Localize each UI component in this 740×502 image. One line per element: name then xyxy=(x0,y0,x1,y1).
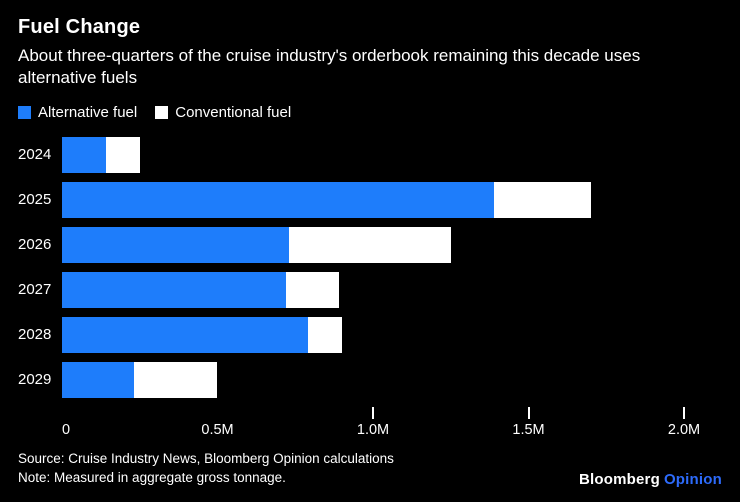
brand-suffix: Opinion xyxy=(663,471,722,488)
conventional-fuel-bar-segment xyxy=(133,361,218,398)
alternative-fuel-swatch-icon xyxy=(18,105,31,119)
legend-item-conventional-fuel: Conventional fuel xyxy=(155,104,291,121)
axis-tick-mark xyxy=(683,406,685,419)
conventional-fuel-bar-segment xyxy=(494,181,591,218)
year-label: 2027 xyxy=(18,281,52,299)
year-label: 2024 xyxy=(18,146,52,164)
axis-tick-label: 0 xyxy=(62,421,71,438)
axis-tick-mark xyxy=(527,406,530,419)
bar-track xyxy=(62,271,684,308)
year-label: 2026 xyxy=(18,236,52,254)
conventional-fuel-swatch-icon xyxy=(155,105,169,119)
bloomberg-opinion-logo: Bloomberg Opinion xyxy=(579,471,722,488)
note-text: Note: Measured in aggregate gross tonnag… xyxy=(18,470,286,486)
alternative-fuel-bar-segment xyxy=(62,181,495,218)
axis-tick-label: 0.5M xyxy=(201,421,234,438)
bar-track xyxy=(62,226,684,263)
axis-tick-mark xyxy=(372,406,374,419)
bar-row: 2025 xyxy=(18,181,684,218)
legend-label: Alternative fuel xyxy=(38,103,138,121)
bar-track xyxy=(62,181,684,218)
stacked-bar-chart: 2024 2025 2026 2027 2028 2029 0 0.5M 1.0M 1.5M 2.… xyxy=(18,136,722,443)
alternative-fuel-bar-segment xyxy=(62,316,308,353)
year-label: 2029 xyxy=(18,371,52,389)
axis-tick-label: 1.0M xyxy=(356,421,390,438)
bar-row: 2028 xyxy=(18,316,684,353)
bar-row: 2027 xyxy=(18,271,684,308)
x-axis: 0 0.5M 1.0M 1.5M 2.0M xyxy=(62,406,700,443)
conventional-fuel-bar-segment xyxy=(307,316,342,353)
year-label: 2028 xyxy=(18,326,52,344)
axis-tick-label: 2.0M xyxy=(667,421,701,438)
brand-name: Bloomberg xyxy=(578,471,660,488)
conventional-fuel-bar-segment xyxy=(289,226,451,263)
chart-subtitle: About three-quarters of the cruise indus… xyxy=(18,46,641,88)
bar-rows: 2024 2025 2026 2027 2028 2029 xyxy=(18,136,684,398)
year-label: 2025 xyxy=(18,191,52,209)
alternative-fuel-bar-segment xyxy=(62,271,286,308)
bar-track xyxy=(62,136,684,173)
legend-item-alternative-fuel: Alternative fuel xyxy=(18,104,137,121)
bar-row: 2024 xyxy=(18,136,684,173)
alternative-fuel-bar-segment xyxy=(62,361,134,398)
conventional-fuel-bar-segment xyxy=(285,271,339,308)
alternative-fuel-bar-segment xyxy=(62,136,106,173)
bar-track xyxy=(62,361,684,398)
chart-title: Fuel Change xyxy=(18,16,141,38)
bar-row: 2029 xyxy=(18,361,684,398)
alternative-fuel-bar-segment xyxy=(62,226,290,263)
legend-label: Conventional fuel xyxy=(175,103,292,121)
bar-row: 2026 xyxy=(18,226,684,263)
chart-footer: Source: Cruise Industry News, Bloomberg … xyxy=(18,449,722,488)
source-text: Source: Cruise Industry News, Bloomberg … xyxy=(18,450,394,466)
conventional-fuel-bar-segment xyxy=(105,136,140,173)
bar-track xyxy=(62,316,684,353)
axis-tick-label: 1.5M xyxy=(512,421,545,438)
chart-legend: Alternative fuel Conventional fuel xyxy=(18,104,722,121)
